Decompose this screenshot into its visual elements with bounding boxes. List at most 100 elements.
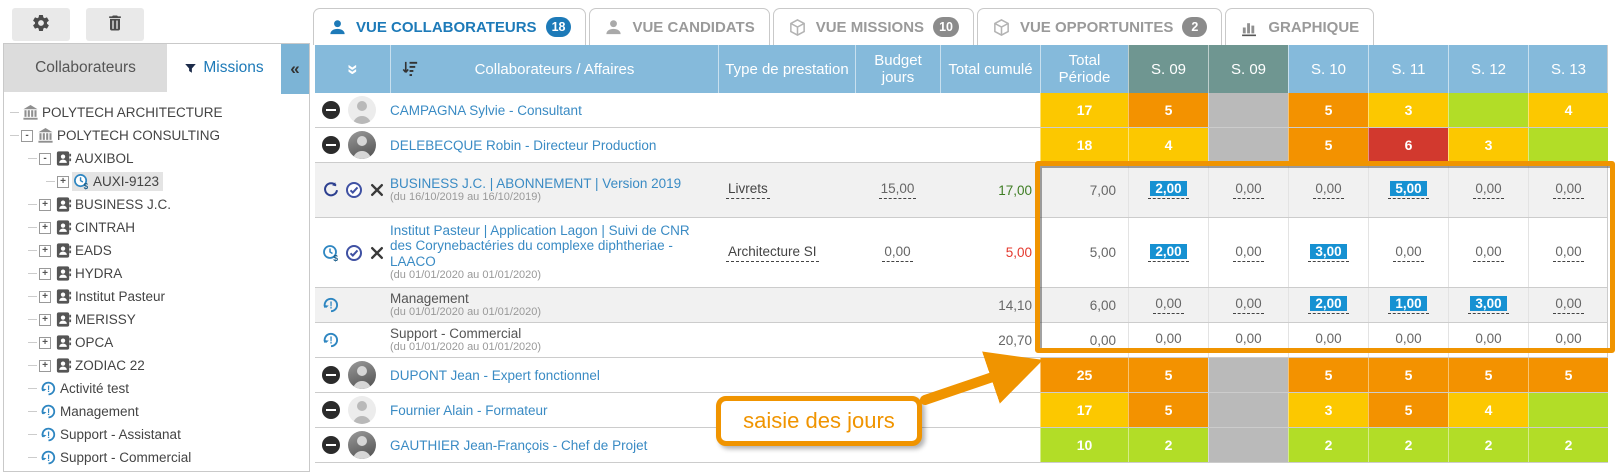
day-entry-field[interactable]: 1,00 bbox=[1388, 296, 1429, 314]
collapse-row-icon[interactable] bbox=[322, 366, 340, 384]
collapse-row-icon[interactable] bbox=[322, 436, 340, 454]
sidebar-item-support-commercial[interactable]: ! Support - Commercial bbox=[4, 446, 309, 469]
day-entry-field[interactable]: 0,00 bbox=[1233, 244, 1264, 262]
day-entry-field[interactable]: 0,00 bbox=[1553, 181, 1584, 199]
sidebar-tab-collaborateurs[interactable]: Collaborateurs bbox=[4, 44, 167, 92]
expand-icon[interactable]: + bbox=[39, 359, 51, 372]
sidebar-item-institut-pasteur[interactable]: + Institut Pasteur bbox=[4, 285, 309, 308]
delete-icon[interactable] bbox=[368, 244, 386, 262]
day-entry-field[interactable]: 2,00 bbox=[1308, 296, 1349, 314]
tab-vue-collaborateurs[interactable]: VUE COLLABORATEURS 18 bbox=[313, 8, 587, 45]
day-entry-field[interactable]: 0,00 bbox=[1473, 331, 1504, 349]
day-entry-field[interactable]: 0,00 bbox=[1313, 331, 1344, 349]
sidebar-item-activit-test[interactable]: ! Activité test bbox=[4, 377, 309, 400]
collapse-icon[interactable]: - bbox=[21, 129, 33, 142]
sidebar-item-merissy[interactable]: + MERISSY bbox=[4, 308, 309, 331]
sidebar-item-hydra[interactable]: + HYDRA bbox=[4, 262, 309, 285]
expand-icon[interactable]: + bbox=[39, 313, 51, 326]
day-entry-field[interactable]: 0,00 bbox=[1233, 181, 1264, 199]
day-entry-field[interactable]: 0,00 bbox=[1553, 244, 1584, 262]
header-label: Total Période bbox=[1058, 52, 1111, 86]
budget-cell-empty bbox=[855, 128, 940, 162]
day-entry-field[interactable]: 3,00 bbox=[1468, 296, 1509, 314]
sort-icon[interactable] bbox=[401, 59, 420, 82]
prestation-value[interactable]: Architecture SI bbox=[726, 244, 819, 262]
sidebar-item-polytech-architecture[interactable]: POLYTECH ARCHITECTURE bbox=[4, 101, 309, 124]
week-total-cell bbox=[1208, 428, 1288, 462]
collaborator-link[interactable]: CAMPAGNA Sylvie - Consultant bbox=[390, 102, 582, 118]
prestation-value[interactable]: Livrets bbox=[726, 181, 770, 199]
expand-icon[interactable]: + bbox=[39, 336, 51, 349]
day-entry-field[interactable]: 5,00 bbox=[1388, 181, 1429, 199]
delete-button[interactable] bbox=[86, 8, 144, 41]
collaborator-link[interactable]: DUPONT Jean - Expert fonctionnel bbox=[390, 367, 600, 383]
activity-icon[interactable]: ! bbox=[322, 296, 340, 314]
day-entry-field[interactable]: 0,00 bbox=[1313, 181, 1344, 199]
sidebar-tab-missions[interactable]: Missions bbox=[167, 44, 281, 92]
sidebar-item-cintrah[interactable]: + CINTRAH bbox=[4, 216, 309, 239]
activity-icon[interactable]: ! bbox=[322, 331, 340, 349]
tab-vue-missions[interactable]: VUE MISSIONS 10 bbox=[772, 8, 974, 45]
collapse-row-icon[interactable] bbox=[322, 136, 340, 154]
sidebar-item-management[interactable]: ! Management bbox=[4, 400, 309, 423]
expand-icon[interactable]: + bbox=[39, 290, 51, 303]
day-entry-field[interactable]: 0,00 bbox=[1553, 296, 1584, 314]
budget-cell-empty bbox=[855, 358, 940, 392]
delete-icon[interactable] bbox=[368, 181, 386, 199]
day-entry-field[interactable]: 3,00 bbox=[1308, 243, 1349, 262]
tab-vue-opportunites[interactable]: VUE OPPORTUNITES 2 bbox=[976, 8, 1223, 45]
sidebar-item-eads[interactable]: + EADS bbox=[4, 239, 309, 262]
week-entry-cell: 0,00 bbox=[1528, 218, 1608, 287]
collapse-row-icon[interactable] bbox=[322, 101, 340, 119]
week-entry-cell: 3,00 bbox=[1288, 218, 1368, 287]
sidebar-collapse-button[interactable]: « bbox=[281, 44, 309, 94]
expand-icon[interactable]: + bbox=[39, 221, 51, 234]
day-entry-field[interactable]: 2,00 bbox=[1148, 181, 1189, 199]
collapse-icon[interactable]: - bbox=[39, 152, 51, 165]
settings-button[interactable] bbox=[12, 8, 70, 41]
day-entry-field[interactable]: 0,00 bbox=[1153, 331, 1184, 349]
tab-vue-candidats[interactable]: VUE CANDIDATS bbox=[589, 8, 770, 45]
sidebar-item-support-assistanat[interactable]: ! Support - Assistanat bbox=[4, 423, 309, 446]
budget-value[interactable]: 15,00 bbox=[878, 181, 917, 199]
day-entry-field[interactable]: 0,00 bbox=[1473, 181, 1504, 199]
sidebar-item-auxi-9123[interactable]: + $ AUXI-9123 bbox=[4, 170, 309, 193]
sidebar-item-opca[interactable]: + OPCA bbox=[4, 331, 309, 354]
collaborator-link[interactable]: DELEBECQUE Robin - Directeur Production bbox=[390, 137, 657, 153]
day-entry-field[interactable]: 2,00 bbox=[1148, 243, 1189, 262]
collaborator-link[interactable]: GAUTHIER Jean-François - Chef de Projet bbox=[390, 437, 648, 453]
collaborator-link[interactable]: Fournier Alain - Formateur bbox=[390, 402, 548, 418]
recurring-icon[interactable] bbox=[322, 181, 340, 199]
mission-link[interactable]: BUSINESS J.C. | ABONNEMENT | Version 201… bbox=[390, 175, 682, 191]
day-entry-field[interactable]: 0,00 bbox=[1553, 331, 1584, 349]
tree-item-label: Management bbox=[60, 404, 139, 419]
expand-icon[interactable]: + bbox=[39, 198, 51, 211]
day-entry-field[interactable]: 0,00 bbox=[1233, 296, 1264, 314]
expand-icon[interactable]: + bbox=[39, 267, 51, 280]
time-budget-icon[interactable]: $ bbox=[322, 244, 340, 262]
double-chevron-down-icon[interactable]: » bbox=[341, 63, 363, 75]
day-entry-value: 0,00 bbox=[1555, 296, 1582, 311]
day-entry-field[interactable]: 0,00 bbox=[1393, 244, 1424, 262]
day-entry-field[interactable]: 0,00 bbox=[1153, 296, 1184, 314]
sidebar-item-polytech-consulting[interactable]: - POLYTECH CONSULTING bbox=[4, 124, 309, 147]
sidebar-item-zodiac-22[interactable]: + ZODIAC 22 bbox=[4, 354, 309, 377]
day-entry-field[interactable]: 0,00 bbox=[1233, 331, 1264, 349]
day-entry-field[interactable]: 0,00 bbox=[1473, 244, 1504, 262]
validated-icon[interactable] bbox=[345, 244, 363, 262]
svg-text:!: ! bbox=[329, 336, 332, 347]
tab-graphique[interactable]: GRAPHIQUE bbox=[1225, 8, 1375, 45]
sidebar-item-auxibol[interactable]: - AUXIBOL bbox=[4, 147, 309, 170]
mission-link[interactable]: Institut Pasteur | Application Lagon | S… bbox=[390, 222, 690, 269]
week-total-cell bbox=[1208, 93, 1288, 127]
collapse-row-icon[interactable] bbox=[322, 401, 340, 419]
svg-text:$: $ bbox=[84, 182, 89, 190]
expand-icon[interactable]: + bbox=[57, 175, 69, 188]
day-entry-field[interactable]: 0,00 bbox=[1393, 331, 1424, 349]
filter-icon bbox=[184, 62, 197, 75]
sidebar-item-business-j-c-[interactable]: + BUSINESS J.C. bbox=[4, 193, 309, 216]
validated-icon[interactable] bbox=[345, 181, 363, 199]
expand-icon[interactable]: + bbox=[39, 244, 51, 257]
budget-value[interactable]: 0,00 bbox=[882, 244, 913, 262]
collapse-all-header[interactable]: » bbox=[315, 45, 390, 93]
